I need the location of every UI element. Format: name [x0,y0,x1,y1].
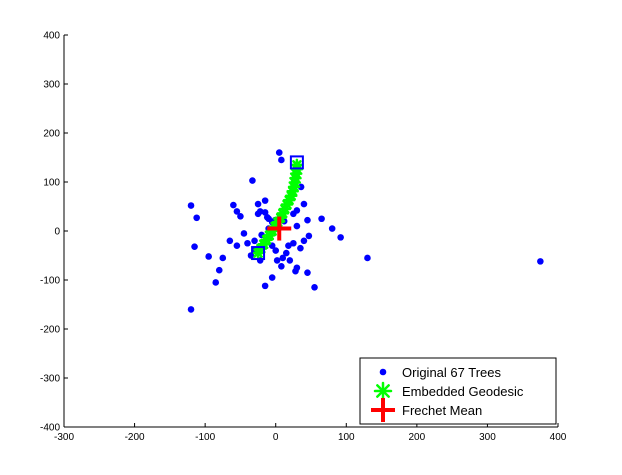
frechet-mean-point [267,216,292,241]
y-tick-label: 400 [43,31,60,42]
x-tick-label: 300 [479,432,496,443]
tree-point [283,249,290,257]
tree-point [240,230,248,237]
y-tick-label: 300 [43,80,60,91]
tree-point [293,222,301,230]
y-tick-label: -300 [40,374,60,385]
legend-marker-trees [379,368,387,376]
tree-point [304,216,311,224]
tree-point [233,208,241,215]
tree-point [254,200,262,208]
tree-point [304,269,311,276]
tree-point [219,254,227,262]
tree-point [215,266,223,274]
tree-point [279,254,287,262]
tree-point [300,200,308,208]
legend-marker-mean [371,398,395,422]
tree-point [261,197,269,204]
x-tick-label: -100 [195,432,215,443]
tree-point [237,213,244,220]
tree-point [285,242,292,249]
y-tick-label: 0 [54,227,60,238]
tree-point [226,237,234,245]
tree-point [278,262,285,270]
tree-point [187,202,195,209]
tree-point [187,306,195,313]
x-tick-label: -200 [125,432,145,443]
tree-point [311,284,318,291]
tree-point [268,274,276,281]
tree-point [293,264,301,272]
legend-marker-geodesic [373,381,393,401]
x-tick-label: -300 [54,432,74,443]
legend-label: Embedded Geodesic [402,384,524,399]
tree-point [364,254,371,262]
legend: Original 67 Trees Embedded Geodesic Freche… [359,357,557,425]
x-tick-label: 200 [409,432,426,443]
tree-point [305,232,313,240]
tree-point [286,257,294,264]
tree-point [191,243,198,250]
y-tick-label: 100 [43,178,60,189]
x-tick-label: 400 [550,432,567,443]
tree-point [272,247,280,254]
asterisk-stroke [292,160,302,170]
endpoint-square [289,155,304,170]
x-tick-label: 0 [273,432,279,443]
tree-point [328,225,336,232]
tree-point [193,214,200,222]
series-original-trees [187,149,544,313]
legend-label: Original 67 Trees [402,365,501,380]
tree-point [337,234,344,241]
tree-point [297,183,305,191]
tree-point [290,239,297,247]
tree-point [297,244,304,252]
tree-point [300,237,308,245]
x-tick-label: 100 [338,432,355,443]
tree-point [249,177,256,184]
tree-point [278,156,285,164]
legend-box [359,357,557,425]
tree-point [233,242,241,249]
tree-point [537,258,544,265]
tree-point [251,237,258,245]
series-frechet-mean [267,216,292,241]
geodesic-endpoints [251,155,304,261]
tree-point [256,208,264,215]
tree-point [244,239,251,247]
legend-label: Frechet Mean [402,403,482,418]
tree-point [212,279,220,286]
tree-point [205,253,212,260]
tree-point [318,215,325,223]
endpoint-square [251,246,266,261]
tree-point [293,207,301,214]
y-tick-label: -200 [40,325,60,336]
y-tick-label: -100 [40,276,60,287]
tree-point [230,201,237,209]
tree-point [275,149,283,156]
series-embedded-geodesic [251,158,304,260]
asterisk-stroke [376,384,390,398]
y-tick-label: 200 [43,129,60,140]
tree-point [261,282,269,290]
tree-point [273,257,281,264]
y-tick-label: -400 [40,423,60,434]
